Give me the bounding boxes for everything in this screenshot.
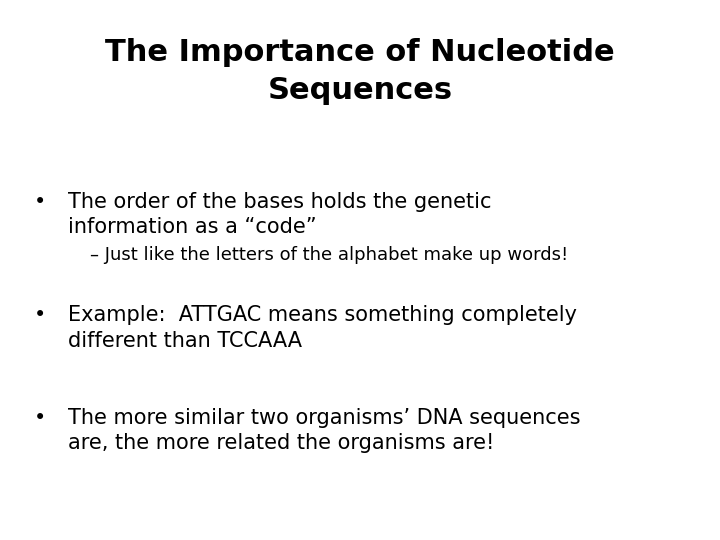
Text: Example:  ATTGAC means something completely
different than TCCAAA: Example: ATTGAC means something complete…: [68, 305, 577, 350]
Text: The Importance of Nucleotide
Sequences: The Importance of Nucleotide Sequences: [105, 38, 615, 105]
Text: The more similar two organisms’ DNA sequences
are, the more related the organism: The more similar two organisms’ DNA sequ…: [68, 408, 581, 453]
Text: The order of the bases holds the genetic
information as a “code”: The order of the bases holds the genetic…: [68, 192, 492, 237]
Text: •: •: [33, 408, 46, 428]
Text: – Just like the letters of the alphabet make up words!: – Just like the letters of the alphabet …: [90, 246, 568, 264]
Text: •: •: [33, 305, 46, 325]
Text: •: •: [33, 192, 46, 212]
